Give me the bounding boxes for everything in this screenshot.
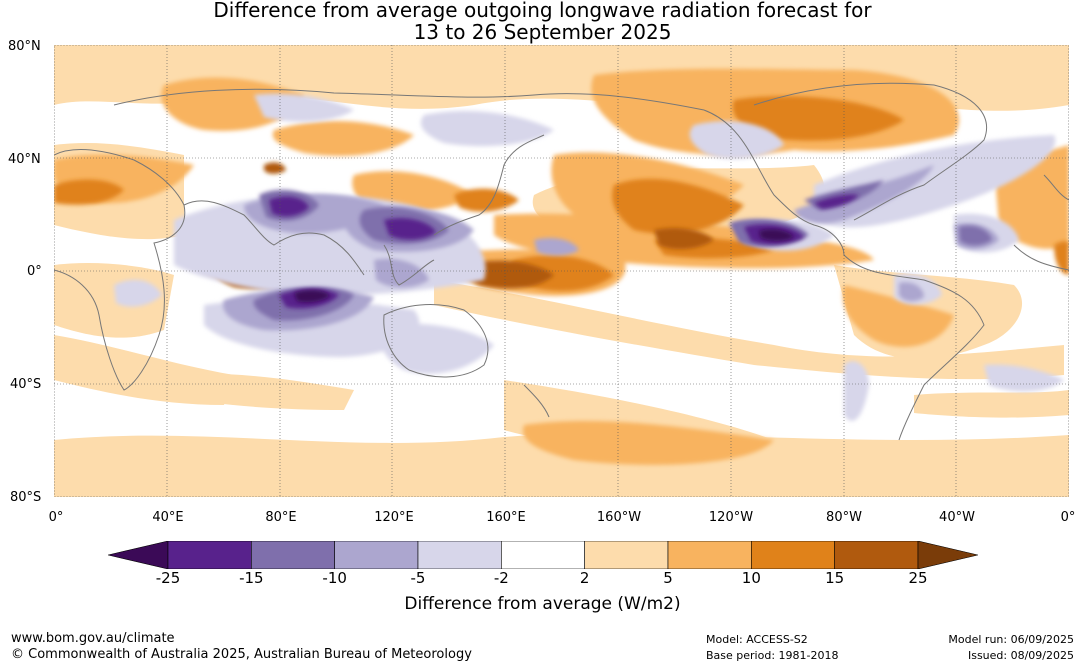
colorbar-tick-label: 5 [663, 569, 673, 587]
footer-model: Model: ACCESS-S2 [706, 633, 808, 646]
lon-label-120w: 120°W [708, 510, 754, 525]
lat-label-40s: 40°S [10, 377, 42, 392]
colorbar-tick-label: 25 [908, 569, 928, 587]
map-title-line1: Difference from average outgoing longwav… [213, 0, 872, 22]
anomaly-field [54, 45, 1069, 497]
colorbar-swatch [501, 540, 585, 570]
colorbar-swatch [251, 540, 335, 570]
lat-label-80s: 80°S [10, 490, 42, 505]
colorbar-swatch [167, 540, 252, 570]
colorbar-extend-low [107, 540, 169, 570]
colorbar-swatch [834, 540, 919, 570]
lon-label-80e: 80°E [265, 510, 297, 525]
colorbar-tick-label: -5 [410, 569, 426, 587]
map-title-line2: 13 to 26 September 2025 [413, 20, 672, 44]
footer-copyright: © Commonwealth of Australia 2025, Austra… [11, 647, 472, 662]
colorbar-tick-label: 15 [825, 569, 845, 587]
lon-label-0-east: 0° [1060, 510, 1076, 525]
lat-label-eq: 0° [27, 264, 42, 279]
colorbar [107, 540, 979, 570]
colorbar-tick-label: -25 [155, 569, 181, 587]
footer-model-run: Model run: 06/09/2025 [948, 633, 1074, 646]
olr-anomaly-map [54, 45, 1069, 497]
footer-url: www.bom.gov.au/climate [11, 631, 175, 646]
colorbar-swatch [584, 540, 669, 570]
colorbar-tick-label: -10 [322, 569, 347, 587]
colorbar-tick-label: 10 [741, 569, 761, 587]
lon-label-160w: 160°W [596, 510, 642, 525]
colorbar-swatch [667, 540, 752, 570]
lat-label-80n: 80°N [8, 39, 41, 54]
lon-label-40w: 40°W [939, 510, 975, 525]
colorbar-graphic [107, 540, 979, 570]
lat-label-40n: 40°N [8, 152, 41, 167]
colorbar-tick-label: -15 [239, 569, 264, 587]
lon-label-120e: 120°E [374, 510, 414, 525]
coastlines [54, 82, 1069, 441]
colorbar-extend-high [917, 540, 979, 570]
colorbar-tick-label: 2 [579, 569, 590, 587]
colorbar-swatch [334, 540, 419, 570]
footer-issued: Issued: 08/09/2025 [967, 649, 1074, 662]
colorbar-swatch [417, 540, 502, 570]
colorbar-swatch [751, 540, 835, 570]
footer-base-period: Base period: 1981-2018 [706, 649, 839, 662]
colorbar-label: Difference from average (W/m2) [404, 594, 681, 614]
graticule [54, 45, 1069, 497]
map-canvas [54, 45, 1069, 497]
lon-label-40e: 40°E [152, 510, 184, 525]
lon-label-160e: 160°E [486, 510, 526, 525]
colorbar-tick-label: -2 [493, 569, 509, 587]
lon-label-0: 0° [48, 510, 64, 525]
lon-label-80w: 80°W [826, 510, 862, 525]
